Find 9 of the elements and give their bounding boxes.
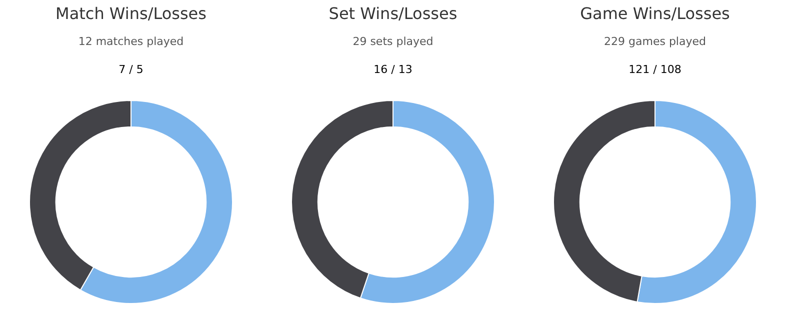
text: 16 / 13 <box>372 63 414 76</box>
chart-title: Set Wins/Losses <box>328 4 458 23</box>
chart-title: Match Wins/Losses <box>54 4 208 23</box>
chart-title: Game Wins/Losses <box>579 4 731 23</box>
text: 121 / 108 <box>628 63 682 76</box>
chart-subtitle: 29 sets played <box>352 35 434 48</box>
chart-subtitle: 12 matches played <box>77 35 185 48</box>
text: 7 / 5 <box>118 63 144 76</box>
chart-subtitle: 229 games played <box>603 35 707 48</box>
